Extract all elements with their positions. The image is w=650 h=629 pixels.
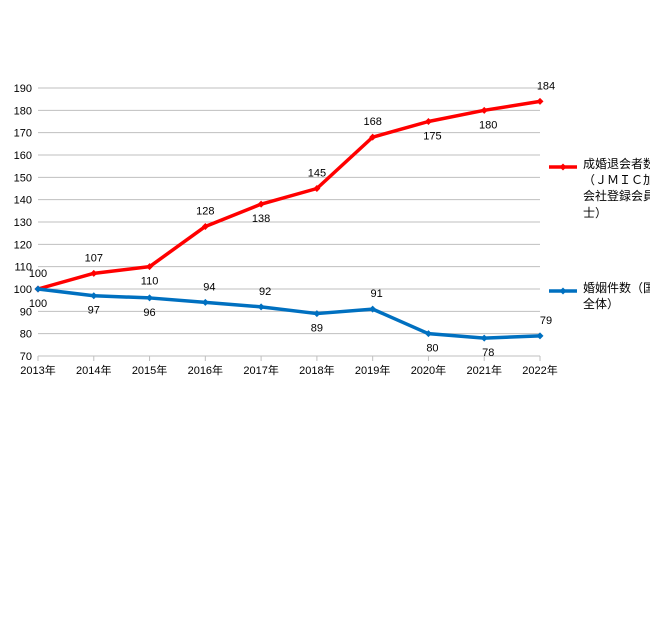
- svg-text:97: 97: [88, 305, 100, 317]
- legend-swatch-konin: [549, 286, 577, 296]
- svg-text:2022年: 2022年: [522, 363, 557, 377]
- svg-text:100: 100: [14, 284, 32, 296]
- svg-text:80: 80: [20, 329, 32, 341]
- line-chart: 7080901001101201301401501601701801902013…: [0, 0, 650, 629]
- svg-text:180: 180: [479, 119, 497, 131]
- svg-text:128: 128: [196, 205, 214, 217]
- svg-text:140: 140: [14, 195, 32, 207]
- svg-text:184: 184: [537, 80, 555, 92]
- svg-text:170: 170: [14, 128, 32, 140]
- svg-text:91: 91: [371, 288, 383, 300]
- svg-text:94: 94: [203, 281, 215, 293]
- svg-text:120: 120: [14, 239, 32, 251]
- svg-text:2021年: 2021年: [466, 363, 501, 377]
- svg-text:145: 145: [308, 168, 326, 180]
- svg-text:2019年: 2019年: [355, 363, 390, 377]
- svg-text:2015年: 2015年: [132, 363, 167, 377]
- svg-text:96: 96: [143, 307, 155, 319]
- svg-text:70: 70: [20, 351, 32, 363]
- svg-text:100: 100: [29, 298, 47, 310]
- svg-text:2017年: 2017年: [243, 363, 278, 377]
- svg-text:78: 78: [482, 347, 494, 359]
- svg-text:2014年: 2014年: [76, 363, 111, 377]
- svg-text:110: 110: [141, 276, 159, 288]
- chart-container: 7080901001101201301401501601701801902013…: [0, 0, 650, 629]
- legend-item-seikon: 成婚退会者数（ＪＭＩＣ加盟会社登録会員同士）: [549, 156, 650, 221]
- svg-text:175: 175: [423, 131, 441, 143]
- legend-item-konin: 婚姻件数（国内全体）: [549, 280, 650, 312]
- svg-text:160: 160: [14, 150, 32, 162]
- legend-label-seikon: 成婚退会者数（ＪＭＩＣ加盟会社登録会員同士）: [583, 156, 650, 221]
- svg-text:190: 190: [14, 83, 32, 95]
- svg-text:100: 100: [29, 268, 47, 280]
- svg-text:79: 79: [540, 315, 552, 327]
- svg-text:138: 138: [252, 213, 270, 225]
- svg-text:2016年: 2016年: [188, 363, 223, 377]
- legend-swatch-seikon: [549, 162, 577, 172]
- svg-text:150: 150: [14, 172, 32, 184]
- svg-text:2013年: 2013年: [20, 363, 55, 377]
- legend-label-konin: 婚姻件数（国内全体）: [583, 280, 650, 312]
- svg-text:168: 168: [363, 116, 381, 128]
- svg-text:107: 107: [85, 252, 103, 264]
- svg-text:80: 80: [426, 343, 438, 355]
- svg-text:89: 89: [311, 323, 323, 335]
- svg-text:2018年: 2018年: [299, 363, 334, 377]
- svg-text:130: 130: [14, 217, 32, 229]
- svg-text:92: 92: [259, 286, 271, 298]
- svg-text:180: 180: [14, 105, 32, 117]
- svg-text:2020年: 2020年: [411, 363, 446, 377]
